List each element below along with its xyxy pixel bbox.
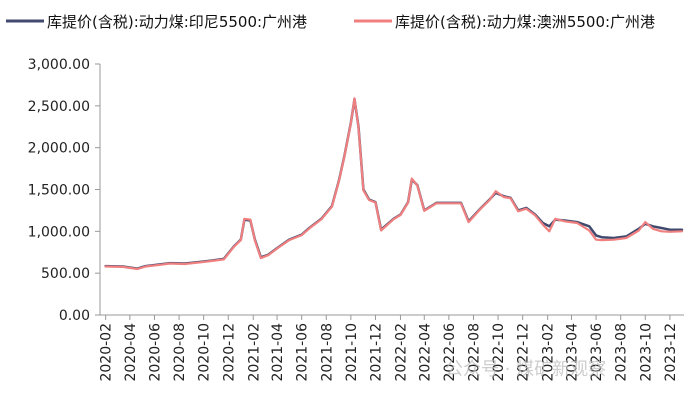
- x-tick-label: 2021-06: [295, 323, 311, 382]
- series-line-indonesia: [104, 97, 684, 270]
- x-tick-label: 2023-08: [614, 323, 630, 382]
- x-tick-label: 2023-04: [564, 323, 580, 382]
- y-tick-label: 3,000.00: [28, 57, 90, 73]
- y-tick-label: 500.00: [41, 266, 90, 282]
- x-tick-label: 2023-02: [541, 323, 557, 382]
- x-tick-label: 2021-10: [344, 323, 360, 382]
- series-lines: [104, 97, 684, 271]
- watermark-text: 公众号 · 煤矿新观察: [445, 359, 606, 380]
- y-axis: 0.00 500.00 1,000.00 1,500.00 2,000.00 2,500.…: [28, 57, 101, 324]
- x-tick-label: 2022-04: [417, 323, 433, 382]
- y-tick-label: 2,000.00: [28, 141, 90, 157]
- legend-label-indonesia: 库提价(含税):动力煤:印尼5500:广州港: [47, 13, 307, 31]
- x-tick-label: 2020-10: [197, 323, 213, 382]
- x-tick-label: 2021-02: [246, 323, 262, 382]
- y-tick-label: 1,500.00: [28, 183, 90, 199]
- x-tick-label: 2022-06: [442, 323, 458, 382]
- y-tick-label: 2,500.00: [28, 99, 90, 115]
- x-tick-label: 2020-02: [99, 323, 115, 382]
- x-tick-label: 2021-04: [270, 323, 286, 382]
- x-tick-label: 2020-08: [172, 323, 188, 382]
- x-tick-label: 2022-08: [466, 323, 482, 382]
- x-tick-label: 2022-10: [491, 323, 507, 382]
- x-tick-label: 2023-12: [663, 323, 679, 382]
- x-tick-label: 2020-04: [123, 323, 139, 382]
- x-tick-label: 2023-10: [638, 323, 654, 382]
- x-tick-label: 2020-12: [221, 323, 237, 382]
- legend-label-australia: 库提价(含税):动力煤:澳洲5500:广州港: [395, 13, 655, 31]
- x-tick-label: 2020-06: [147, 323, 163, 382]
- x-tick-label: 2021-08: [319, 323, 335, 382]
- x-tick-label: 2023-06: [589, 323, 605, 382]
- legend: 库提价(含税):动力煤:印尼5500:广州港 库提价(含税):动力煤:澳洲550…: [6, 13, 655, 31]
- y-tick-label: 1,000.00: [28, 224, 90, 240]
- x-tick-label: 2021-12: [368, 323, 384, 382]
- x-tick-label: 2022-02: [393, 323, 409, 382]
- x-axis: 2020-02 2020-04 2020-06 2020-08 2020-10 2020-…: [99, 314, 684, 382]
- series-line-australia: [104, 97, 684, 271]
- x-tick-label: 2022-12: [516, 323, 532, 382]
- y-tick-label: 0.00: [59, 308, 90, 324]
